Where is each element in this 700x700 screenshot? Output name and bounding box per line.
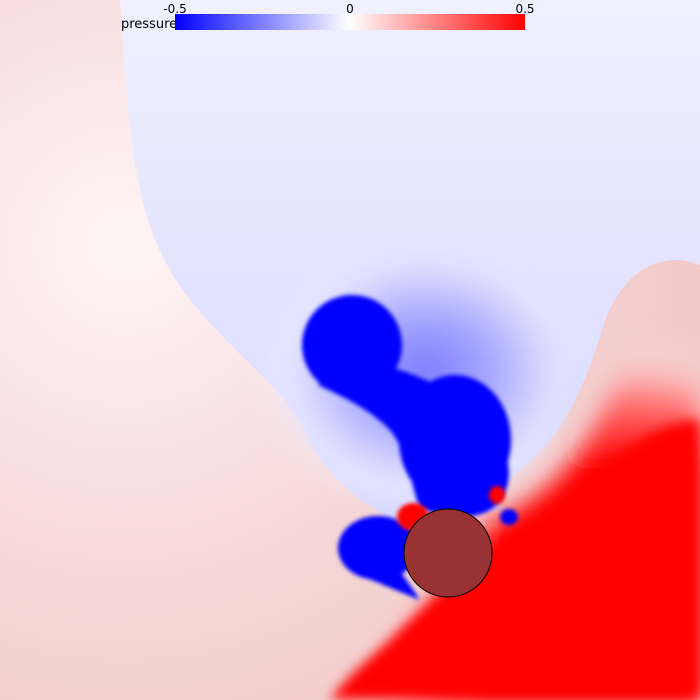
- lower-blue-tail: [360, 560, 420, 600]
- strong-negative-pressure-lobes: [302, 295, 511, 600]
- colorbar-min-label: -0.5: [163, 2, 187, 16]
- colorbar-max-label: 0.5: [515, 2, 535, 16]
- colorbar-title: pressure: [121, 17, 178, 32]
- colorbar-mid-label: 0: [346, 2, 354, 16]
- lower-left-blue-lobe: [338, 516, 418, 580]
- lower-red-core: [330, 420, 700, 700]
- cylinder-obstacle: [403, 508, 493, 598]
- blue-bridge: [318, 363, 509, 517]
- right-blue-spot: [500, 509, 518, 525]
- right-red-spot: [489, 486, 505, 504]
- colorbar: [175, 14, 525, 30]
